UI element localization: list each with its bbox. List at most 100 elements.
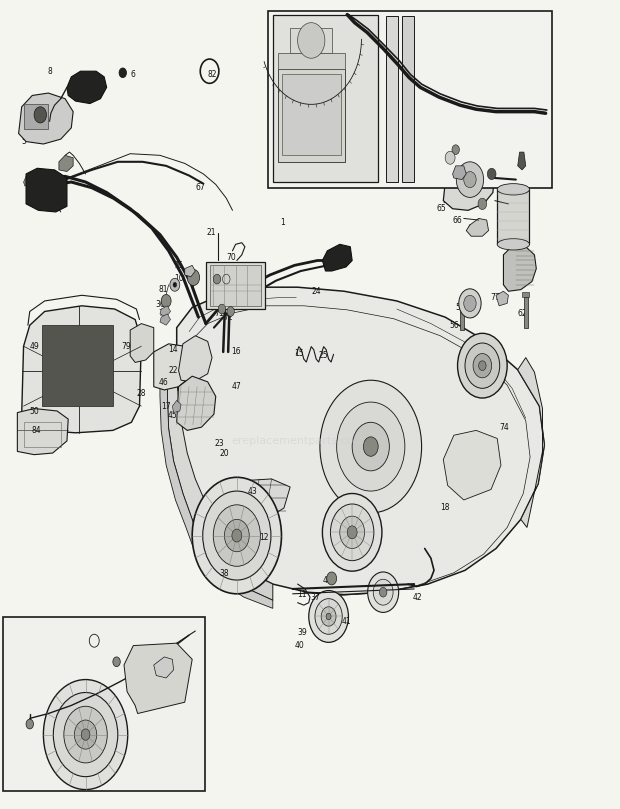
Bar	[206, 262, 265, 309]
Circle shape	[298, 23, 325, 58]
Text: 28: 28	[136, 389, 146, 399]
Circle shape	[224, 519, 249, 552]
Circle shape	[464, 172, 476, 188]
Circle shape	[445, 151, 455, 164]
Polygon shape	[177, 376, 216, 430]
Text: 47: 47	[232, 382, 242, 392]
Text: 81: 81	[158, 285, 168, 294]
Polygon shape	[19, 93, 73, 144]
Circle shape	[327, 572, 337, 585]
Text: 63: 63	[446, 147, 456, 157]
Text: 79: 79	[121, 341, 131, 351]
Polygon shape	[24, 176, 31, 186]
Circle shape	[309, 591, 348, 642]
Polygon shape	[172, 400, 181, 413]
Circle shape	[113, 657, 120, 667]
Text: 31: 31	[29, 689, 39, 699]
Circle shape	[321, 607, 336, 626]
Text: 55: 55	[474, 361, 484, 371]
Bar	[524, 297, 528, 328]
Text: 57: 57	[440, 155, 450, 165]
Text: 49: 49	[29, 341, 39, 351]
Text: 53: 53	[512, 223, 521, 233]
Circle shape	[478, 198, 487, 210]
Circle shape	[459, 289, 481, 318]
Text: 74: 74	[499, 422, 509, 432]
Text: 16: 16	[231, 346, 241, 356]
Circle shape	[53, 693, 118, 777]
Polygon shape	[503, 247, 536, 291]
Polygon shape	[124, 643, 192, 714]
Text: 44: 44	[17, 722, 27, 731]
Text: 29: 29	[69, 730, 79, 739]
Polygon shape	[220, 479, 290, 519]
Text: 52: 52	[443, 196, 453, 205]
Text: 82: 82	[208, 70, 218, 79]
Circle shape	[368, 572, 399, 612]
Polygon shape	[443, 147, 495, 210]
Circle shape	[43, 680, 128, 790]
Circle shape	[456, 162, 484, 197]
Bar	[460, 309, 464, 330]
Ellipse shape	[497, 184, 529, 195]
Polygon shape	[443, 430, 501, 500]
Text: 22: 22	[169, 366, 179, 375]
Text: 20: 20	[219, 448, 229, 458]
Text: 11: 11	[297, 590, 307, 599]
Circle shape	[26, 719, 33, 729]
Text: 56: 56	[450, 320, 459, 330]
Bar	[290, 28, 332, 53]
Circle shape	[465, 343, 500, 388]
Text: 78: 78	[158, 308, 168, 318]
Text: 62: 62	[518, 309, 528, 319]
Text: 60: 60	[517, 159, 527, 168]
Text: 34: 34	[65, 717, 75, 726]
Text: 64: 64	[467, 223, 477, 233]
Text: 39: 39	[298, 628, 308, 637]
Circle shape	[458, 333, 507, 398]
Polygon shape	[154, 344, 193, 390]
Text: 1: 1	[280, 218, 285, 227]
Text: 14: 14	[168, 345, 178, 354]
Circle shape	[213, 274, 221, 284]
Polygon shape	[67, 71, 107, 104]
Text: 32: 32	[81, 633, 91, 642]
Text: 38: 38	[219, 569, 229, 578]
Polygon shape	[160, 366, 273, 608]
Bar	[3, 617, 205, 791]
Circle shape	[487, 168, 496, 180]
Text: 24: 24	[311, 286, 321, 296]
Text: 2: 2	[38, 98, 43, 108]
Bar	[278, 69, 345, 162]
Text: 46: 46	[158, 378, 168, 388]
Text: 35: 35	[56, 713, 66, 722]
Text: 9: 9	[66, 159, 71, 168]
Circle shape	[227, 307, 234, 316]
Circle shape	[340, 516, 365, 549]
Polygon shape	[453, 166, 466, 180]
Text: 37: 37	[310, 592, 320, 602]
Polygon shape	[160, 306, 171, 317]
Polygon shape	[59, 155, 73, 172]
Text: 5: 5	[21, 137, 26, 146]
Text: 84: 84	[31, 426, 41, 435]
Text: 41: 41	[341, 616, 351, 626]
Circle shape	[34, 107, 46, 123]
Text: 83: 83	[37, 180, 47, 189]
Text: 12: 12	[259, 532, 268, 542]
Circle shape	[64, 706, 107, 763]
Polygon shape	[322, 244, 352, 271]
Text: 36: 36	[155, 300, 165, 310]
Text: 23: 23	[214, 438, 224, 448]
Text: ereplacementparts.com: ereplacementparts.com	[231, 436, 365, 446]
Polygon shape	[160, 314, 171, 325]
Polygon shape	[273, 15, 378, 182]
Circle shape	[322, 493, 382, 571]
Circle shape	[232, 529, 242, 542]
Polygon shape	[192, 532, 273, 600]
Text: 65: 65	[436, 204, 446, 214]
Polygon shape	[26, 168, 67, 212]
Text: 21: 21	[206, 228, 216, 238]
Polygon shape	[167, 368, 214, 536]
Bar	[24, 104, 48, 129]
